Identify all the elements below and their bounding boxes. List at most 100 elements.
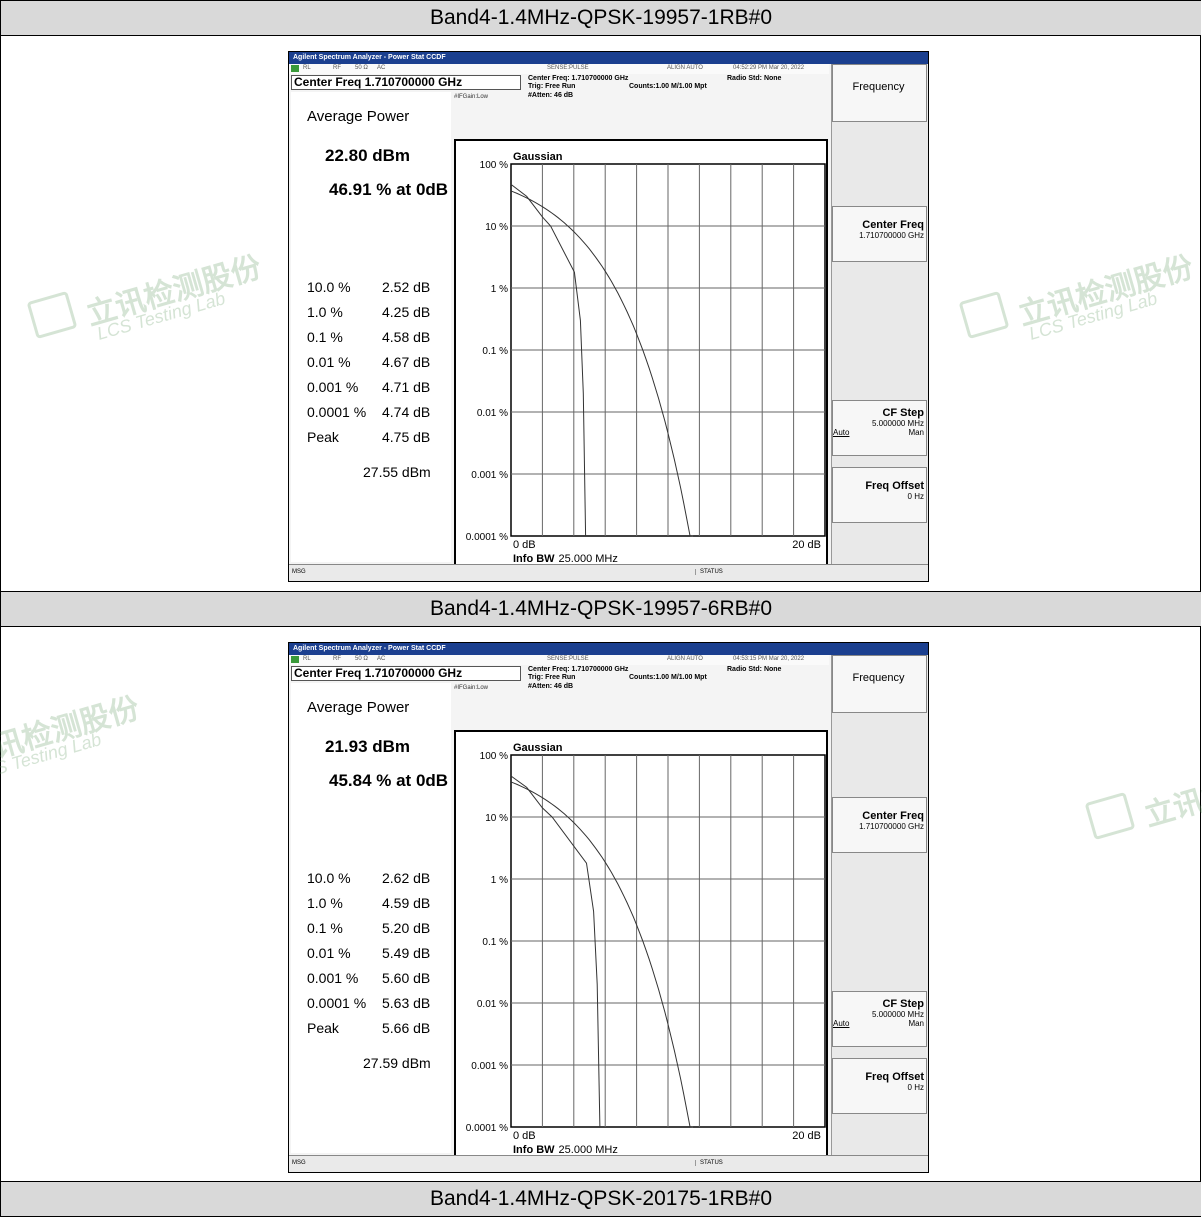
spectrum-analyzer-screen: Agilent Spectrum Analyzer - Power Stat C… bbox=[288, 51, 929, 582]
rl-label: RL bbox=[303, 65, 311, 71]
stat-percent: 0.1 % bbox=[307, 920, 343, 936]
align-label: ALIGN AUTO bbox=[667, 65, 703, 71]
rf-label: RF bbox=[333, 656, 341, 662]
msg-label: MSG bbox=[292, 1160, 306, 1166]
results-panel: Average Power 21.93 dBm 45.84 % at 0dB 1… bbox=[291, 683, 451, 1153]
ccdf-plot-svg: 100 % 10 % 1 % 0.1 % 0.01 % 0.001 % 0.0001 % Ga… bbox=[454, 730, 828, 1159]
watermark-text: 立讯检测股份 bbox=[1014, 250, 1198, 333]
led-icon bbox=[291, 65, 299, 72]
average-power-title: Average Power bbox=[307, 699, 410, 716]
y-tick-label: 1 % bbox=[491, 284, 508, 295]
band-header: Band4-1.4MHz-QPSK-19957-6RB#0 bbox=[1, 591, 1201, 627]
cf-step-softkey[interactable]: CF Step 5.000000 MHz Auto Man bbox=[832, 991, 927, 1047]
y-tick-label: 1 % bbox=[491, 875, 508, 886]
x-end-label: 20 dB bbox=[792, 1130, 821, 1142]
msg-label: MSG bbox=[292, 569, 306, 575]
stat-db: 5.20 dB bbox=[382, 920, 431, 936]
man-option[interactable]: Man bbox=[908, 1019, 924, 1028]
auto-man-toggle[interactable]: Auto Man bbox=[833, 428, 924, 437]
x-end-label: 20 dB bbox=[792, 539, 821, 551]
status-bar: RL RF 50 Ω AC SENSE:PULSE ALIGN AUTO 04:… bbox=[289, 64, 829, 74]
y-tick-label: 0.001 % bbox=[471, 1061, 508, 1072]
watermark-text: 立讯检测股份 bbox=[1140, 751, 1202, 834]
stat-db: 2.52 dB bbox=[382, 279, 431, 295]
plot-frame bbox=[454, 730, 828, 1159]
info-bw: Info BW 25.000 MHz bbox=[513, 1144, 618, 1156]
y-tick-label: 0.1 % bbox=[482, 937, 508, 948]
trig-info: Trig: Free Run bbox=[528, 674, 576, 681]
auto-man-toggle[interactable]: Auto Man bbox=[833, 1019, 924, 1028]
center-freq-info: Center Freq: 1.710700000 GHz bbox=[528, 75, 629, 82]
band-header: Band4-1.4MHz-QPSK-20175-1RB#0 bbox=[1, 1181, 1201, 1217]
stat-percent: 0.0001 % bbox=[307, 404, 367, 420]
center-freq-info: Center Freq: 1.710700000 GHz bbox=[528, 666, 629, 673]
auto-option[interactable]: Auto bbox=[833, 1019, 850, 1028]
message-bar: MSG STATUS bbox=[289, 1155, 928, 1172]
info-bw-value: 25.000 MHz bbox=[559, 1144, 618, 1156]
peak-dbm: 27.59 dBm bbox=[363, 1055, 431, 1071]
x-start-label: 0 dB bbox=[513, 539, 536, 551]
stat-db: 5.49 dB bbox=[382, 945, 431, 961]
y-tick-label: 0.001 % bbox=[471, 470, 508, 481]
plot-frame bbox=[454, 139, 828, 568]
man-option[interactable]: Man bbox=[908, 428, 924, 437]
average-power-percent: 45.84 % at 0dB bbox=[329, 771, 449, 790]
window-title: Agilent Spectrum Analyzer - Power Stat C… bbox=[289, 52, 928, 64]
watermark-sub: LCS Testing Lab bbox=[94, 288, 228, 344]
stat-db: 4.58 dB bbox=[382, 329, 431, 345]
radio-std-info: Radio Std: None bbox=[727, 75, 782, 82]
ccdf-cell: 立讯检测股份 LCS Testing Lab 立讯检测股份 LCS Testin… bbox=[1, 36, 1201, 591]
counts-info: Counts:1.00 M/1.00 Mpt bbox=[629, 83, 707, 90]
freq-offset-softkey[interactable]: Freq Offset 0 Hz bbox=[832, 1058, 927, 1114]
frequency-menu-title: Frequency bbox=[832, 64, 927, 122]
info-bw: Info BW 25.000 MHz bbox=[513, 553, 618, 565]
ifgain-info: #IFGain:Low bbox=[454, 685, 489, 691]
ccdf-cell: 立讯检测股份 LCS Testing Lab 立讯检测股份 Agilent Sp… bbox=[0, 627, 1202, 1181]
rf-label: RF bbox=[333, 65, 341, 71]
softkey-panel: Frequency Center Freq 1.710700000 GHz CF… bbox=[831, 655, 928, 1159]
stat-percent: Peak bbox=[307, 1020, 339, 1036]
stat-percent: 0.001 % bbox=[307, 379, 359, 395]
stat-percent: 0.1 % bbox=[307, 329, 343, 345]
gaussian-curve bbox=[510, 190, 694, 537]
y-tick-label: 0.0001 % bbox=[466, 532, 508, 543]
y-tick-label: 10 % bbox=[485, 813, 508, 824]
status-label: STATUS bbox=[695, 1160, 723, 1166]
align-label: ALIGN AUTO bbox=[667, 656, 703, 662]
average-power-percent: 46.91 % at 0dB bbox=[329, 180, 449, 199]
average-power-title: Average Power bbox=[307, 108, 410, 125]
cf-step-softkey[interactable]: CF Step 5.000000 MHz Auto Man bbox=[832, 400, 927, 456]
lcs-logo-icon bbox=[26, 290, 78, 340]
center-freq-softkey-value: 1.710700000 GHz bbox=[859, 231, 924, 240]
stat-percent: 0.01 % bbox=[307, 945, 351, 961]
watermark-text: 立讯检测股份 bbox=[82, 250, 266, 333]
center-freq-softkey-value: 1.710700000 GHz bbox=[859, 822, 924, 831]
ohm-label: 50 Ω bbox=[355, 65, 368, 71]
stat-db: 4.67 dB bbox=[382, 354, 431, 370]
average-power-dbm: 22.80 dBm bbox=[325, 146, 411, 165]
auto-option[interactable]: Auto bbox=[833, 428, 850, 437]
timestamp: 04:53:15 PM Mar 20, 2022 bbox=[733, 656, 805, 662]
freq-offset-label: Freq Offset bbox=[865, 480, 924, 492]
rl-label: RL bbox=[303, 656, 311, 662]
info-bw-label: Info BW bbox=[513, 1144, 555, 1156]
sense-label: SENSE:PULSE bbox=[547, 65, 589, 71]
stat-percent: 10.0 % bbox=[307, 870, 351, 886]
center-freq-entry[interactable]: Center Freq 1.710700000 GHz bbox=[291, 75, 521, 90]
freq-offset-value: 0 Hz bbox=[907, 1083, 924, 1092]
atten-info: #Atten: 46 dB bbox=[528, 92, 574, 99]
freq-offset-softkey[interactable]: Freq Offset 0 Hz bbox=[832, 467, 927, 523]
center-freq-softkey[interactable]: Center Freq 1.710700000 GHz bbox=[832, 797, 927, 853]
timestamp: 04:52:29 PM Mar 20, 2022 bbox=[733, 65, 805, 71]
y-tick-label: 100 % bbox=[480, 751, 508, 762]
center-freq-entry[interactable]: Center Freq 1.710700000 GHz bbox=[291, 666, 521, 681]
y-tick-label: 100 % bbox=[480, 160, 508, 171]
sense-label: SENSE:PULSE bbox=[547, 656, 589, 662]
window-title: Agilent Spectrum Analyzer - Power Stat C… bbox=[289, 643, 928, 655]
status-bar: RL RF 50 Ω AC SENSE:PULSE ALIGN AUTO 04:… bbox=[289, 655, 829, 665]
y-tick-label: 0.1 % bbox=[482, 346, 508, 357]
atten-info: #Atten: 46 dB bbox=[528, 683, 574, 690]
center-freq-softkey[interactable]: Center Freq 1.710700000 GHz bbox=[832, 206, 927, 262]
x-start-label: 0 dB bbox=[513, 1130, 536, 1142]
led-icon bbox=[291, 656, 299, 663]
